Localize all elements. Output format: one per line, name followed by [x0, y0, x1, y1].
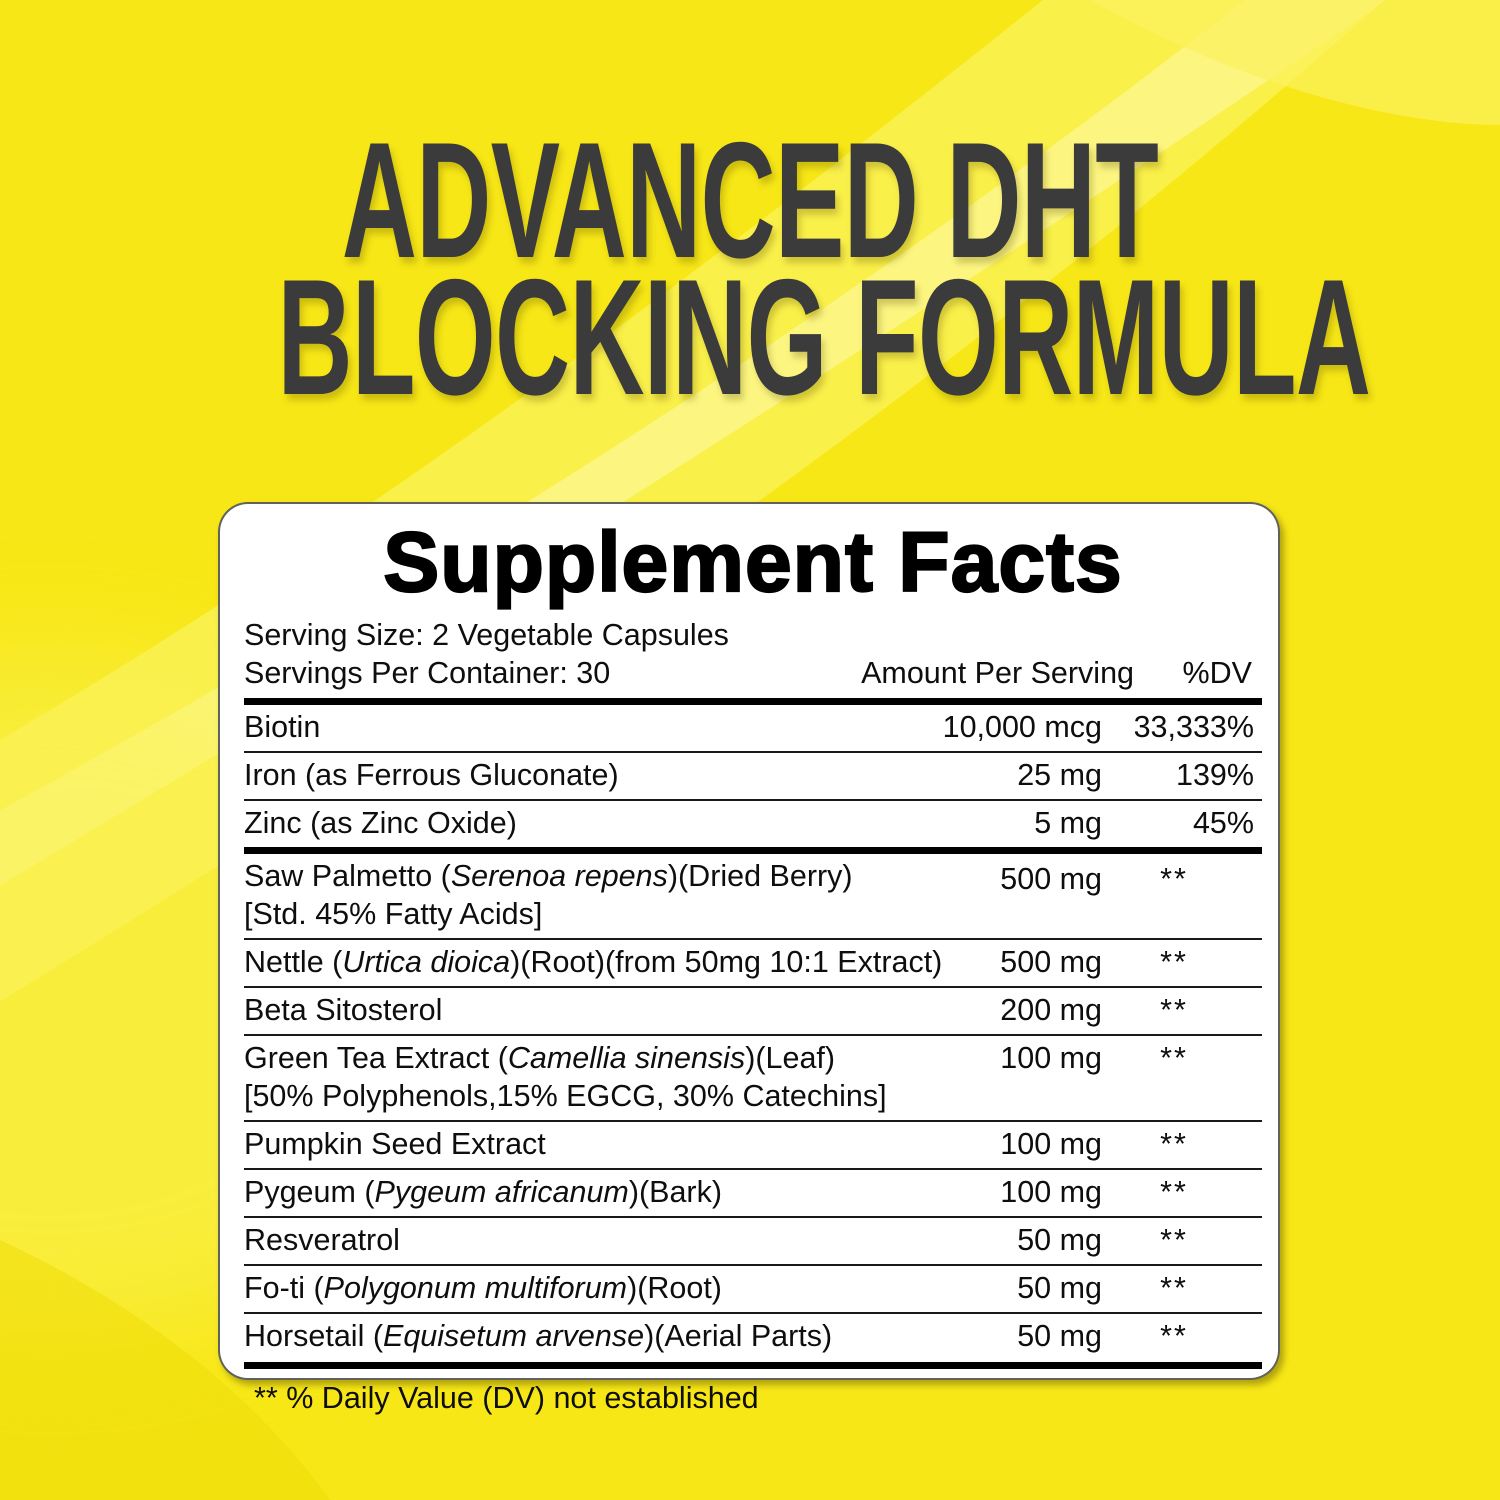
- ingredient-dv: **: [1160, 1127, 1188, 1161]
- ingredient-name: Pumpkin Seed Extract: [244, 1127, 546, 1161]
- ingredient-dv: 33,333%: [1133, 710, 1254, 744]
- corner-shade-icon: [0, 1240, 330, 1500]
- ingredient-amount: 10,000 mcg: [942, 710, 1102, 744]
- hero-title: ADVANCED DHT BLOCKING FORMULA: [0, 108, 1500, 429]
- hero-title-line1: ADVANCED DHT: [341, 108, 1159, 292]
- ingredient-dv: **: [1160, 1319, 1188, 1353]
- divider-bar-heavy: [244, 1362, 1262, 1369]
- ingredient-amount: 100 mg: [1000, 1175, 1102, 1209]
- ingredient-name: Saw Palmetto (Serenoa repens)(Dried Berr…: [244, 859, 853, 931]
- ingredient-amount: 50 mg: [1017, 1223, 1102, 1257]
- ingredient-name: Green Tea Extract (Camellia sinensis)(Le…: [244, 1041, 887, 1113]
- ingredient-dv: **: [1160, 1223, 1188, 1257]
- ingredient-row: Horsetail (Equisetum arvense)(Aerial Par…: [244, 1312, 1262, 1360]
- ingredient-dv: **: [1160, 1041, 1188, 1075]
- ingredient-row: Zinc (as Zinc Oxide) 5 mg 45%: [244, 799, 1262, 847]
- divider-bar-heavy: [244, 698, 1262, 705]
- ingredient-row: Iron (as Ferrous Gluconate) 25 mg 139%: [244, 751, 1262, 799]
- ingredient-amount: 50 mg: [1017, 1319, 1102, 1353]
- ingredient-dv: **: [1160, 1175, 1188, 1209]
- ingredient-dv: **: [1160, 945, 1188, 979]
- ingredient-name: Zinc (as Zinc Oxide): [244, 806, 517, 840]
- facts-title: Supplement Facts: [382, 514, 1123, 610]
- ingredient-amount: 50 mg: [1017, 1271, 1102, 1305]
- ingredient-name: Nettle (Urtica dioica)(Root)(from 50mg 1…: [244, 945, 943, 979]
- ingredient-dv: 45%: [1192, 806, 1254, 840]
- ingredient-name: Fo-ti (Polygonum multiforum)(Root): [244, 1271, 722, 1305]
- ingredient-table: Biotin 10,000 mcg 33,333% Iron (as Ferro…: [244, 705, 1262, 1360]
- ingredient-dv: **: [1160, 862, 1188, 896]
- ingredient-name: Biotin: [244, 710, 321, 744]
- ingredient-row: Green Tea Extract (Camellia sinensis)(Le…: [244, 1034, 1262, 1120]
- ingredient-amount: 500 mg: [1000, 862, 1102, 896]
- amount-per-serving-header: Amount Per Serving: [861, 656, 1134, 690]
- ingredient-row: Beta Sitosterol 200 mg **: [244, 986, 1262, 1034]
- ingredient-amount: 25 mg: [1017, 758, 1102, 792]
- servings-per-container: Servings Per Container: 30: [244, 656, 611, 690]
- serving-info: Serving Size: 2 Vegetable Capsules Servi…: [244, 616, 1262, 692]
- ingredient-row: Biotin 10,000 mcg 33,333%: [244, 705, 1262, 751]
- hero-title-line2: BLOCKING FORMULA: [277, 245, 1371, 429]
- ingredient-name: Resveratrol: [244, 1223, 400, 1257]
- ingredient-row: Pygeum (Pygeum africanum)(Bark) 100 mg *…: [244, 1168, 1262, 1216]
- ingredient-amount: 100 mg: [1000, 1127, 1102, 1161]
- corner-highlight-icon: [1090, 0, 1500, 125]
- ingredient-amount: 500 mg: [1000, 945, 1102, 979]
- dv-footnote: ** % Daily Value (DV) not established: [254, 1381, 759, 1415]
- ingredient-dv: **: [1160, 1271, 1188, 1305]
- dv-header: %DV: [1182, 656, 1253, 690]
- ingredient-row: Resveratrol 50 mg **: [244, 1216, 1262, 1264]
- ingredient-amount: 5 mg: [1034, 806, 1102, 840]
- ingredient-dv: 139%: [1175, 758, 1254, 792]
- ingredient-row: Nettle (Urtica dioica)(Root)(from 50mg 1…: [244, 938, 1262, 986]
- ingredient-name: Horsetail (Equisetum arvense)(Aerial Par…: [244, 1319, 833, 1353]
- ingredient-row: Fo-ti (Polygonum multiforum)(Root) 50 mg…: [244, 1264, 1262, 1312]
- ingredient-row: Saw Palmetto (Serenoa repens)(Dried Berr…: [244, 847, 1262, 938]
- ingredient-name: Pygeum (Pygeum africanum)(Bark): [244, 1175, 722, 1209]
- serving-size: Serving Size: 2 Vegetable Capsules: [244, 618, 729, 652]
- ingredient-name: Iron (as Ferrous Gluconate): [244, 758, 619, 792]
- supplement-facts-panel: Supplement Facts Serving Size: 2 Vegetab…: [218, 502, 1280, 1415]
- ingredient-dv: **: [1160, 993, 1188, 1027]
- ingredient-amount: 100 mg: [1000, 1041, 1102, 1075]
- ingredient-row: Pumpkin Seed Extract 100 mg **: [244, 1120, 1262, 1168]
- ingredient-amount: 200 mg: [1000, 993, 1102, 1027]
- ingredient-name: Beta Sitosterol: [244, 993, 443, 1027]
